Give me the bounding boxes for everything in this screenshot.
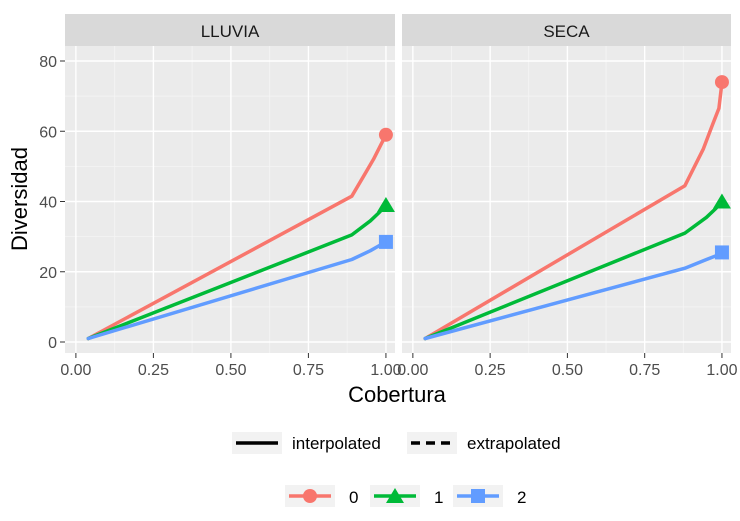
x-axis-title: Cobertura bbox=[348, 382, 447, 407]
series-line-0 bbox=[423, 80, 724, 341]
legend-key-marker-1 bbox=[386, 488, 404, 503]
panel-background bbox=[65, 46, 395, 353]
legend-key-marker-0 bbox=[303, 489, 317, 503]
legend-group: 0 1 2 bbox=[285, 485, 526, 507]
series-marker-0 bbox=[714, 75, 729, 90]
facet-panel-lluvia: LLUVIA 0.00 0.25 0.50 0.75 1.00 bbox=[60, 14, 402, 379]
y-tick-label: 80 bbox=[39, 54, 57, 71]
facet-panel-seca: SECA 0.00 0.25 0.50 0.75 1.00 bbox=[397, 14, 738, 379]
facet-strip-label: LLUVIA bbox=[201, 22, 260, 41]
y-tick-label: 20 bbox=[39, 265, 57, 282]
y-axis-title: Diversidad bbox=[7, 147, 32, 251]
x-tick-label: 0.75 bbox=[293, 362, 324, 379]
legend-label-interpolated: interpolated bbox=[292, 434, 381, 453]
x-tick-label: 0.25 bbox=[475, 362, 506, 379]
legend-key-marker-2 bbox=[471, 489, 485, 503]
series-marker-2 bbox=[378, 234, 393, 249]
facet-strip bbox=[65, 14, 395, 46]
facet-strip bbox=[402, 14, 731, 46]
x-tick-label: 0.00 bbox=[60, 362, 91, 379]
x-tick-label: 0.50 bbox=[552, 362, 583, 379]
x-tick-label: 1.00 bbox=[370, 362, 401, 379]
series-marker-1 bbox=[376, 197, 395, 213]
x-tick-label: 0.25 bbox=[138, 362, 169, 379]
x-tick-label: 0.00 bbox=[397, 362, 428, 379]
y-tick-label: 40 bbox=[39, 195, 57, 212]
legend-label-2: 2 bbox=[517, 488, 526, 507]
legend-label-0: 0 bbox=[349, 488, 358, 507]
series-line-0 bbox=[86, 133, 388, 341]
y-tick-label: 60 bbox=[39, 124, 57, 141]
series-marker-1 bbox=[712, 193, 731, 209]
x-tick-label: 0.50 bbox=[215, 362, 246, 379]
series-marker-0 bbox=[378, 127, 393, 142]
facet-strip-label: SECA bbox=[543, 22, 590, 41]
series-marker-2 bbox=[714, 245, 729, 260]
x-tick-label: 1.00 bbox=[706, 362, 737, 379]
legend-label-1: 1 bbox=[434, 488, 443, 507]
x-tick-label: 0.75 bbox=[629, 362, 660, 379]
legend-label-extrapolated: extrapolated bbox=[467, 434, 561, 453]
legend-method: interpolated extrapolated bbox=[232, 432, 561, 454]
y-tick-label: 0 bbox=[48, 335, 57, 352]
